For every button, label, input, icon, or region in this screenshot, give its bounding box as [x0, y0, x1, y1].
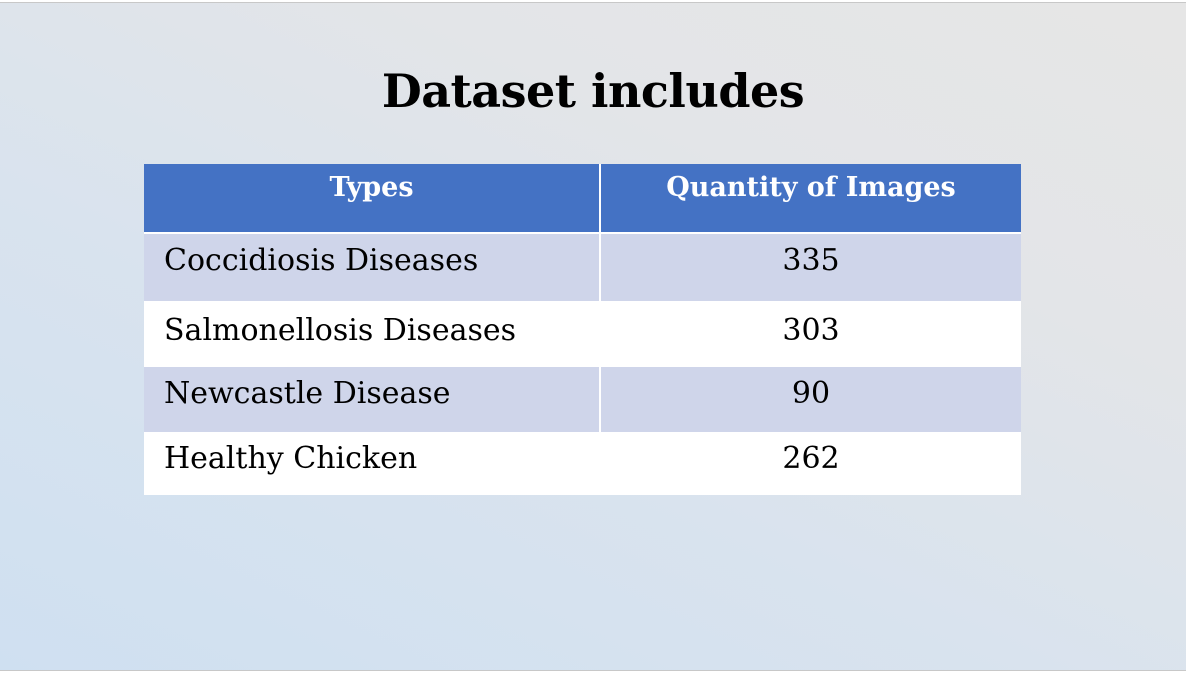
dataset-table: Types Quantity of Images Coccidiosis Dis… [144, 164, 1021, 495]
table-row: Coccidiosis Diseases 335 [144, 233, 1021, 303]
type-cell: Healthy Chicken [144, 432, 601, 495]
slide-title: Dataset includes [381, 64, 805, 118]
quantity-cell: 335 [600, 233, 1021, 303]
table-row: Newcastle Disease 90 [144, 365, 1021, 432]
type-cell: Salmonellosis Diseases [144, 302, 601, 366]
quantity-cell: 303 [600, 302, 1021, 366]
quantity-cell: 262 [600, 432, 1021, 495]
header-quantity: Quantity of Images [600, 164, 1021, 234]
table-header-row: Types Quantity of Images [144, 164, 1021, 234]
header-types: Types [144, 164, 601, 234]
quantity-cell: 90 [600, 365, 1021, 432]
type-cell: Newcastle Disease [144, 365, 601, 432]
type-cell: Coccidiosis Diseases [144, 233, 601, 303]
table-row: Healthy Chicken 262 [144, 432, 1021, 495]
table-row: Salmonellosis Diseases 303 [144, 302, 1021, 366]
